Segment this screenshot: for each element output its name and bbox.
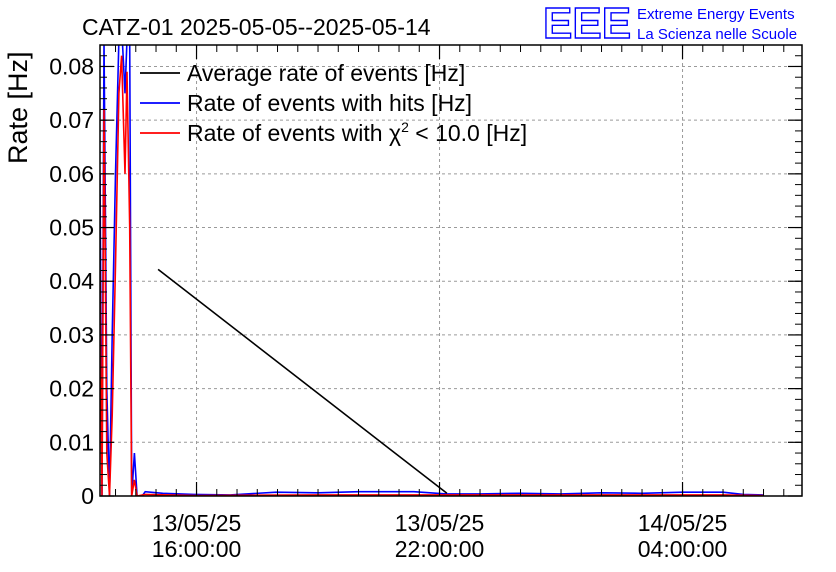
y-tick-label: 0.04 — [49, 268, 94, 294]
eee-logo-mark: EEE — [543, 0, 631, 48]
x-tick-label-date: 13/05/25 — [395, 510, 485, 536]
y-tick-label: 0.07 — [49, 107, 94, 133]
eee-logo: EEE Extreme Energy Events La Scienza nel… — [542, 0, 797, 49]
series-line-2 — [100, 55, 764, 496]
axes: 0 0.01 0.02 0.03 0.04 0.05 0.06 0.07 0.08 13/05/2… — [49, 44, 802, 562]
y-axis-label: Rate [Hz] — [3, 51, 33, 164]
chart-title: CATZ-01 2025-05-05--2025-05-14 — [82, 14, 431, 40]
x-tick-label-date: 13/05/25 — [152, 510, 242, 536]
y-tick-label: 0.01 — [49, 429, 94, 455]
x-tick-label-date: 14/05/25 — [638, 510, 728, 536]
y-tick-label: 0.08 — [49, 53, 94, 79]
x-tick-label-time: 16:00:00 — [152, 536, 242, 562]
y-tick-label: 0.02 — [49, 376, 94, 402]
x-tick-label-time: 04:00:00 — [638, 536, 728, 562]
eee-logo-line1: Extreme Energy Events — [637, 6, 795, 23]
legend: Average rate of events [Hz] Rate of event… — [140, 60, 527, 146]
y-tick-label: 0.03 — [49, 322, 94, 348]
y-tick-label: 0 — [81, 483, 94, 509]
eee-logo-line2: La Scienza nelle Scuole — [637, 26, 797, 43]
legend-entry: Rate of events with χ2 < 10.0 [Hz] — [187, 119, 527, 146]
series-line-0 — [157, 268, 448, 494]
grid — [100, 45, 802, 496]
legend-entry: Rate of events with hits [Hz] — [187, 90, 472, 116]
legend-entry: Average rate of events [Hz] — [187, 60, 465, 86]
x-tick-label-time: 22:00:00 — [395, 536, 485, 562]
y-tick-label: 0.05 — [49, 215, 94, 241]
y-tick-label: 0.06 — [49, 161, 94, 187]
